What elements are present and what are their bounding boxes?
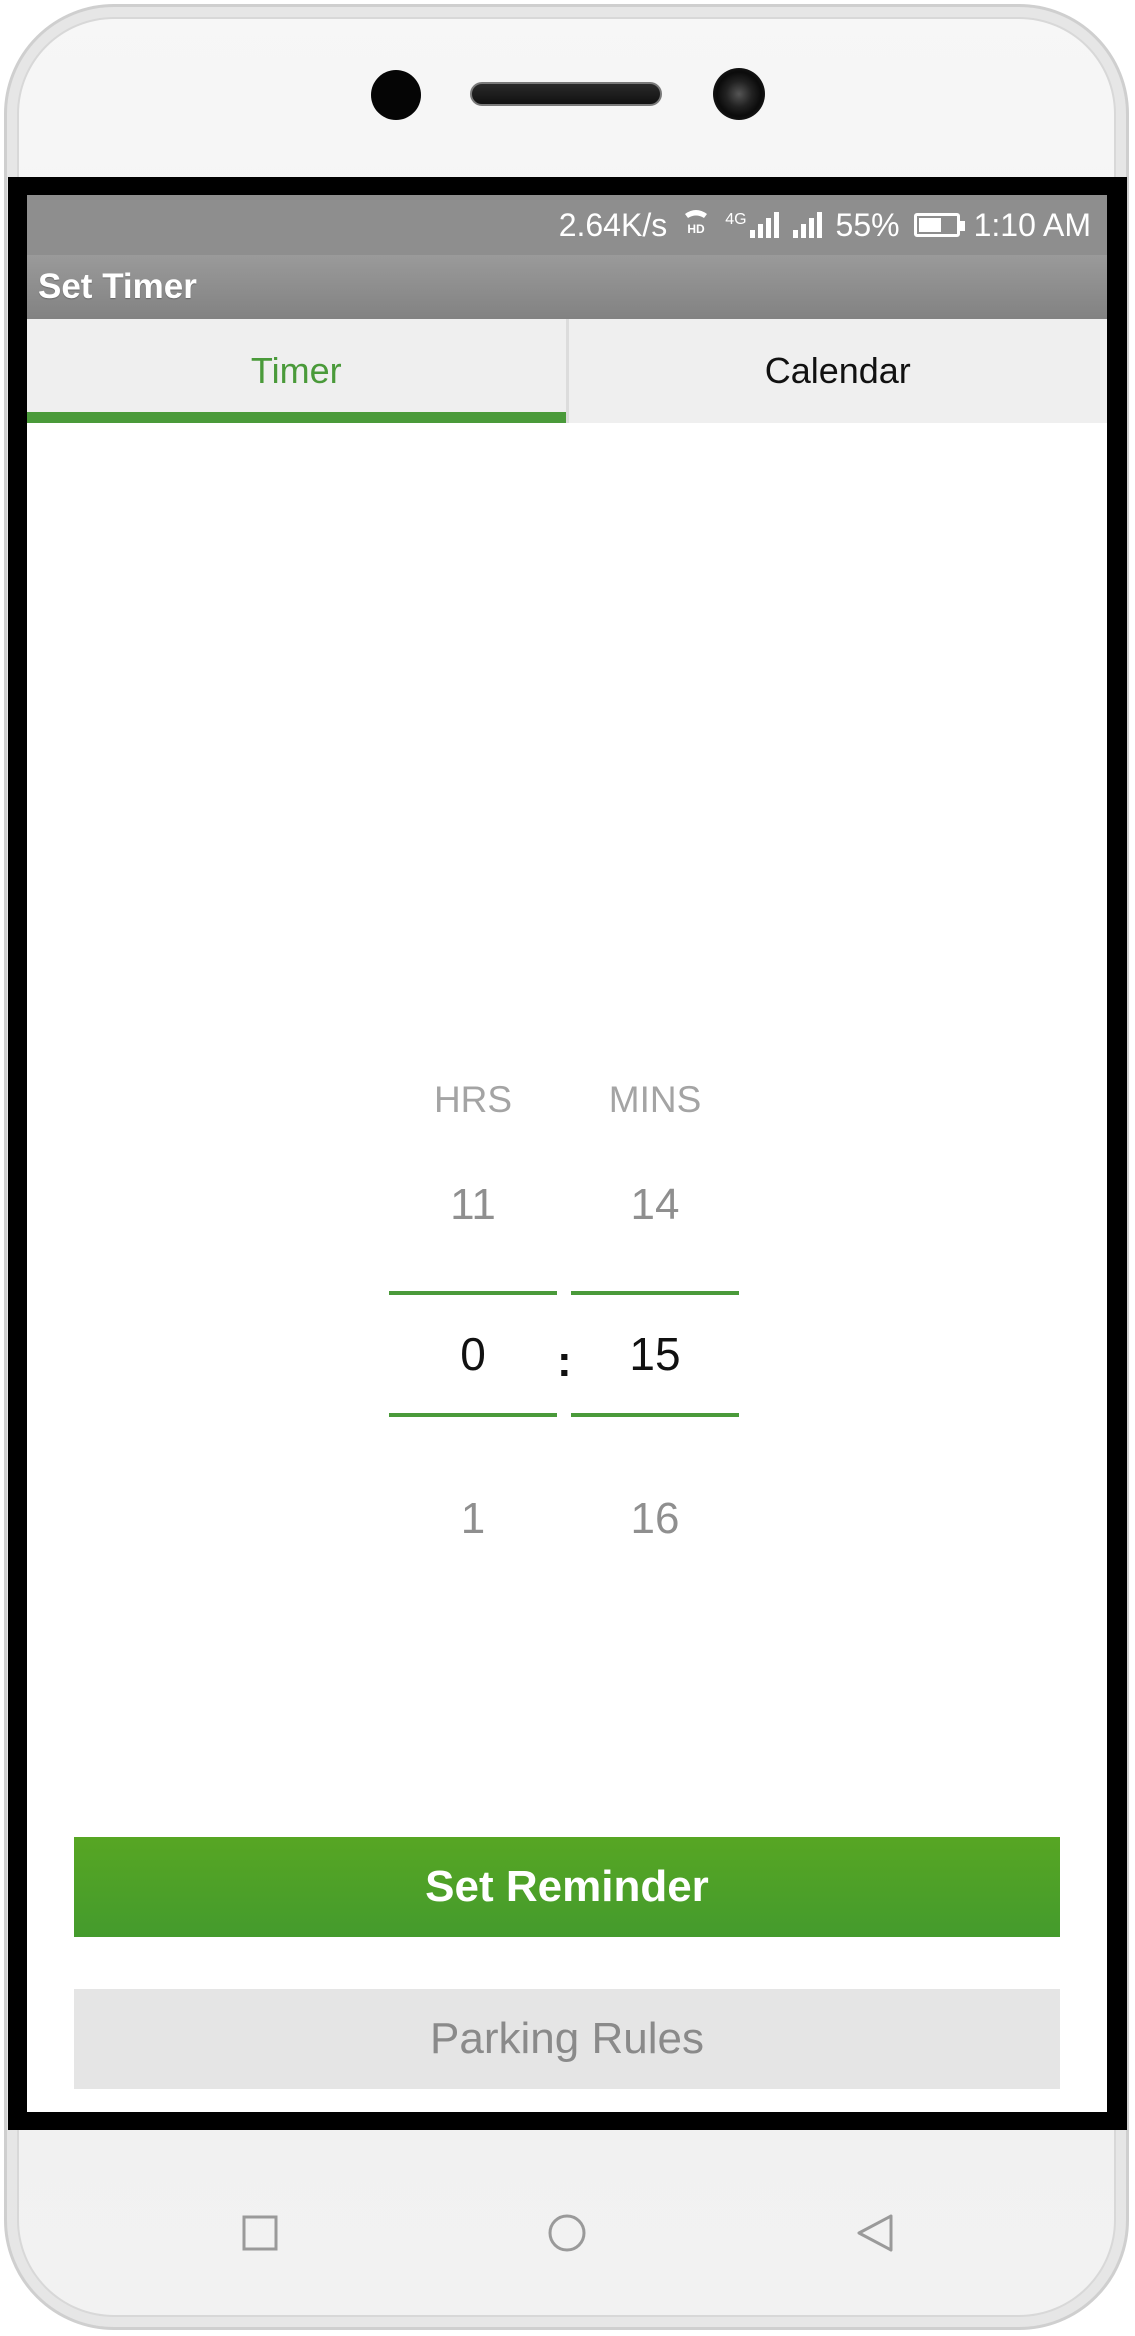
battery-icon xyxy=(913,213,965,237)
minutes-selected-value[interactable]: 15 xyxy=(571,1291,739,1417)
app-bar: Set Timer xyxy=(27,255,1107,319)
recents-button[interactable] xyxy=(225,2200,295,2270)
tab-bar: Timer Calendar xyxy=(27,319,1107,423)
time-separator: : xyxy=(557,1337,572,1386)
tab-calendar[interactable]: Calendar xyxy=(569,319,1108,423)
lte-label: 4G xyxy=(725,211,747,228)
cell-signal-icon xyxy=(792,212,822,238)
tab-timer[interactable]: Timer xyxy=(27,319,566,423)
circle-icon xyxy=(545,2211,589,2260)
tab-divider xyxy=(565,319,569,423)
screen: 2.64K/s HD 4G 55% 1:10 AM Set Timer xyxy=(27,195,1107,2112)
battery-percent: 55% xyxy=(835,206,900,243)
network-speed: 2.64K/s xyxy=(558,206,668,243)
tab-timer-label: Timer xyxy=(250,350,342,391)
parking-rules-button[interactable]: Parking Rules xyxy=(74,1989,1060,2089)
proximity-sensor xyxy=(713,68,765,120)
minutes-prev-value[interactable]: 14 xyxy=(630,1180,680,1229)
time-picker: HRS 11 0 1 : MINS 14 15 16 xyxy=(389,1075,745,1595)
clock: 1:10 AM xyxy=(973,206,1091,243)
earpiece-speaker xyxy=(470,82,662,106)
home-button[interactable] xyxy=(532,2200,602,2270)
tab-calendar-label: Calendar xyxy=(764,350,911,391)
status-bar: 2.64K/s HD 4G 55% 1:10 AM xyxy=(27,195,1107,255)
hours-header: HRS xyxy=(433,1079,513,1120)
system-nav-bar xyxy=(0,2130,1135,2330)
set-reminder-button[interactable]: Set Reminder xyxy=(74,1837,1060,1937)
hours-next-value[interactable]: 1 xyxy=(460,1494,486,1543)
front-camera xyxy=(371,70,421,120)
triangle-back-icon xyxy=(853,2211,897,2260)
hours-selected-value[interactable]: 0 xyxy=(389,1291,557,1417)
lte-signal-icon: 4G xyxy=(725,211,779,238)
hd-call-icon: HD xyxy=(681,206,711,244)
minutes-next-value[interactable]: 16 xyxy=(630,1494,680,1543)
back-button[interactable] xyxy=(840,2200,910,2270)
battery-fill xyxy=(918,218,941,232)
page-title: Set Timer xyxy=(38,267,197,306)
square-icon xyxy=(240,2213,280,2258)
minutes-header: MINS xyxy=(608,1079,702,1120)
svg-text:HD: HD xyxy=(688,222,706,236)
hours-prev-value[interactable]: 11 xyxy=(450,1180,496,1229)
